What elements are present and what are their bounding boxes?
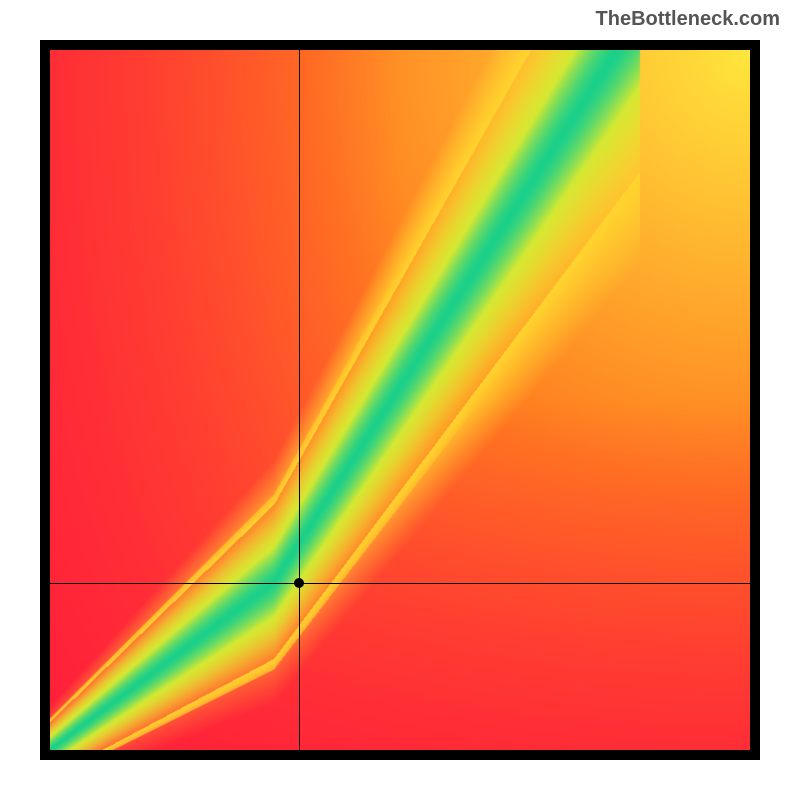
chart-container: TheBottleneck.com bbox=[0, 0, 800, 800]
crosshair-marker-dot bbox=[294, 578, 304, 588]
plot-frame bbox=[40, 40, 760, 760]
crosshair-horizontal bbox=[50, 583, 750, 584]
watermark-text: TheBottleneck.com bbox=[596, 8, 780, 31]
plot-inner bbox=[50, 50, 750, 750]
crosshair-vertical bbox=[299, 50, 300, 750]
heatmap-canvas bbox=[50, 50, 750, 750]
